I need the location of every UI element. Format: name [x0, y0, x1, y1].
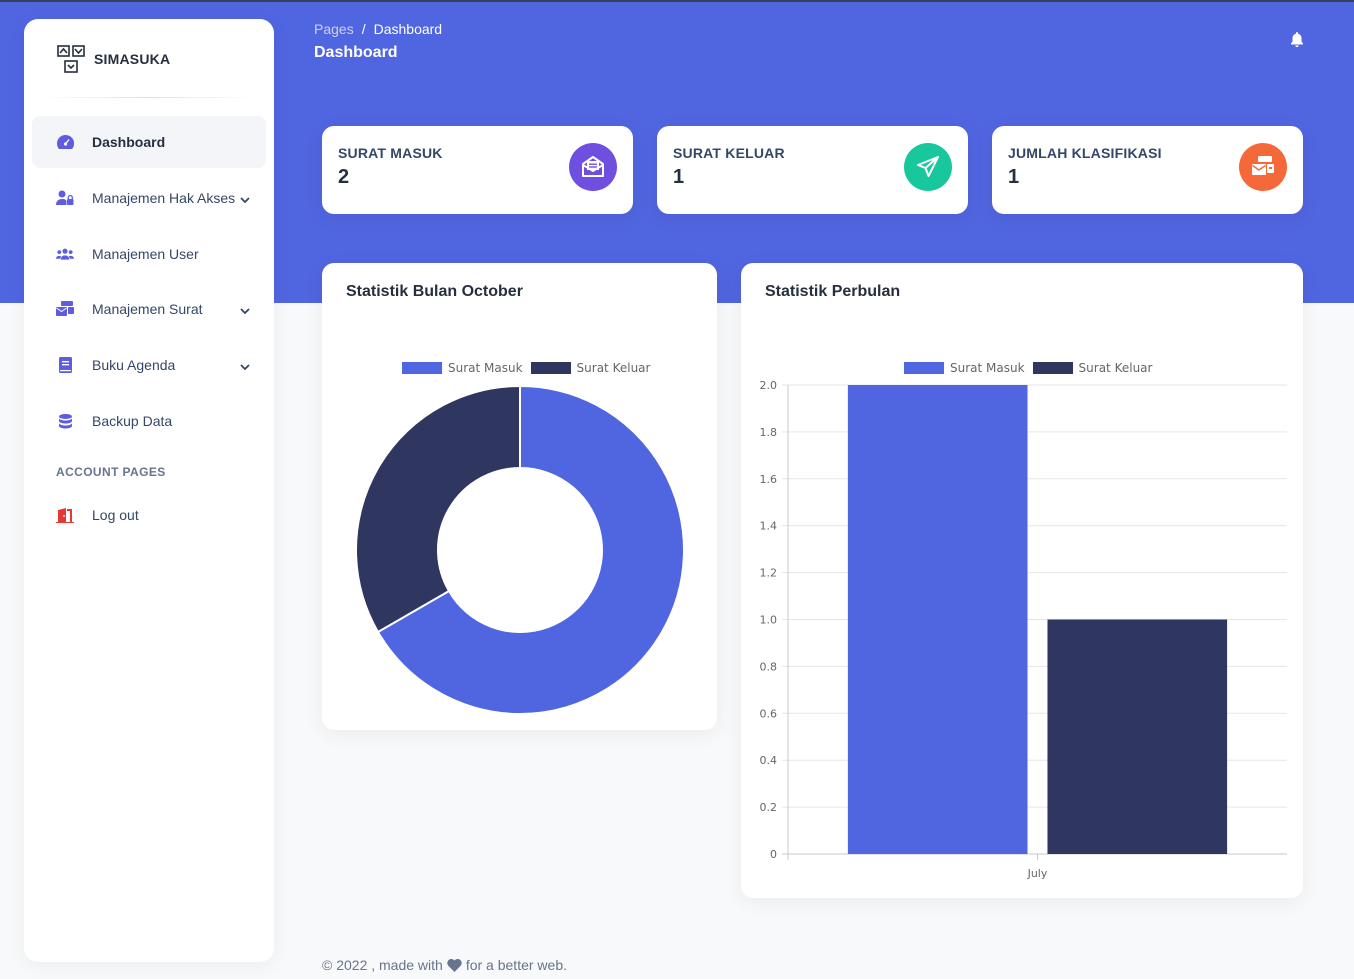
chevron-down-icon [240, 358, 250, 376]
users-icon [56, 245, 74, 263]
donut-chart [355, 384, 685, 715]
donut-slice-surat-keluar[interactable] [355, 384, 521, 634]
y-tick-label: 1.0 [760, 614, 778, 627]
chart-legend: Surat Masuk Surat Keluar [402, 361, 650, 375]
footer-text: © 2022 , made with [322, 957, 443, 973]
sidebar-item-label: Buku Agenda [92, 357, 176, 373]
app-logo-icon [56, 44, 86, 74]
y-tick-label: 0.2 [760, 801, 778, 814]
stat-card-surat-masuk: SURAT MASUK 2 [322, 126, 633, 214]
breadcrumb: Pages / Dashboard [314, 21, 442, 37]
sidebar-item-label: Backup Data [92, 413, 173, 429]
legend-item-surat-keluar[interactable]: Surat Keluar [1032, 361, 1153, 375]
book-icon [56, 356, 74, 374]
divider [40, 97, 258, 98]
sidebar-item-label: Dashboard [92, 134, 166, 150]
mail-bulk-icon [56, 300, 74, 318]
brand[interactable]: SIMASUKA [56, 43, 170, 75]
database-icon [56, 412, 74, 430]
footer: © 2022 , made with for a better web. [322, 957, 567, 973]
breadcrumb-item-pages[interactable]: Pages [314, 21, 354, 37]
speedometer-icon [56, 133, 74, 151]
chart-legend: Surat Masuk Surat Keluar [904, 361, 1152, 375]
legend-swatch [402, 362, 442, 374]
heart-icon [447, 958, 462, 972]
door-icon [56, 506, 74, 524]
mail-bulk-icon [1239, 143, 1287, 191]
y-tick-label: 0.8 [760, 660, 778, 673]
y-tick-label: 0.4 [760, 754, 778, 767]
breadcrumb-item-current: Dashboard [373, 21, 443, 37]
chart-title: Statistik Bulan October [346, 283, 523, 300]
paper-plane-icon [904, 143, 952, 191]
donut-slice-surat-masuk[interactable] [376, 384, 685, 715]
legend-label: Surat Keluar [576, 361, 651, 375]
y-tick-label: 2.0 [760, 379, 778, 392]
legend-item-surat-masuk[interactable]: Surat Masuk [402, 361, 523, 375]
bar-surat-masuk[interactable] [847, 385, 1028, 854]
stat-label: SURAT KELUAR [673, 145, 785, 161]
chevron-down-icon [240, 191, 250, 209]
y-tick-label: 1.6 [760, 473, 778, 486]
sidebar-item-label: Manajemen Surat [92, 301, 203, 317]
envelope-open-icon [569, 143, 617, 191]
stat-card-jumlah-klasifikasi: JUMLAH KLASIFIKASI 1 [992, 126, 1303, 214]
legend-label: Surat Keluar [1078, 361, 1153, 375]
sidebar-item-label: Manajemen Hak Akses [92, 190, 236, 206]
breadcrumb-separator: / [361, 21, 366, 37]
sidebar-item-label: Log out [92, 507, 139, 523]
footer-text: for a better web. [465, 957, 567, 973]
bar-surat-keluar[interactable] [1047, 619, 1228, 855]
y-tick-label: 0 [770, 848, 777, 861]
page-title: Dashboard [314, 44, 398, 61]
sidebar: SIMASUKA Dashboard Manajemen Hak Akses M… [24, 19, 274, 962]
y-tick-label: 1.4 [760, 520, 778, 533]
sidebar-item-log-out[interactable]: Log out [32, 489, 266, 541]
bar-chart: 2.0 1.8 1.6 1.4 1.2 1.0 0.8 0.6 0.4 0.2 0 July [760, 379, 1287, 880]
bell-icon[interactable] [1290, 32, 1304, 52]
section-title-account-pages: ACCOUNT PAGES [56, 465, 166, 479]
y-tick-label: 1.8 [760, 426, 778, 439]
legend-label: Surat Masuk [448, 361, 523, 375]
chart-title: Statistik Perbulan [765, 283, 901, 300]
chevron-down-icon [240, 302, 250, 320]
sidebar-item-backup-data[interactable]: Backup Data [32, 395, 266, 447]
legend-swatch [530, 362, 571, 374]
sidebar-item-manajemen-hak-akses[interactable]: Manajemen Hak Akses [32, 172, 266, 224]
stat-card-surat-keluar: SURAT KELUAR 1 [657, 126, 968, 214]
sidebar-item-label: Manajemen User [92, 246, 199, 262]
sidebar-item-manajemen-surat[interactable]: Manajemen Surat [32, 283, 266, 335]
legend-item-surat-masuk[interactable]: Surat Masuk [904, 361, 1025, 375]
legend-swatch [1032, 362, 1073, 374]
stat-label: SURAT MASUK [338, 145, 443, 161]
stat-value: 2 [338, 166, 350, 188]
stat-value: 1 [1008, 166, 1020, 188]
app-name: SIMASUKA [94, 51, 171, 67]
chart-card-statistik-perbulan: Statistik Perbulan Surat Masuk Surat Kel… [741, 263, 1303, 898]
stat-value: 1 [673, 166, 685, 188]
sidebar-item-dashboard[interactable]: Dashboard [32, 116, 266, 168]
y-tick-label: 1.2 [760, 567, 778, 580]
sidebar-item-manajemen-user[interactable]: Manajemen User [32, 228, 266, 280]
stat-label: JUMLAH KLASIFIKASI [1008, 145, 1162, 161]
legend-label: Surat Masuk [950, 361, 1025, 375]
chart-card-statistik-bulan: Statistik Bulan October Surat Masuk Sura… [322, 263, 717, 730]
user-lock-icon [56, 189, 74, 207]
y-tick-label: 0.6 [760, 707, 778, 720]
legend-swatch [904, 362, 944, 374]
sidebar-item-buku-agenda[interactable]: Buku Agenda [32, 339, 266, 391]
legend-item-surat-keluar[interactable]: Surat Keluar [530, 361, 651, 375]
x-tick-label: July [1027, 867, 1048, 880]
